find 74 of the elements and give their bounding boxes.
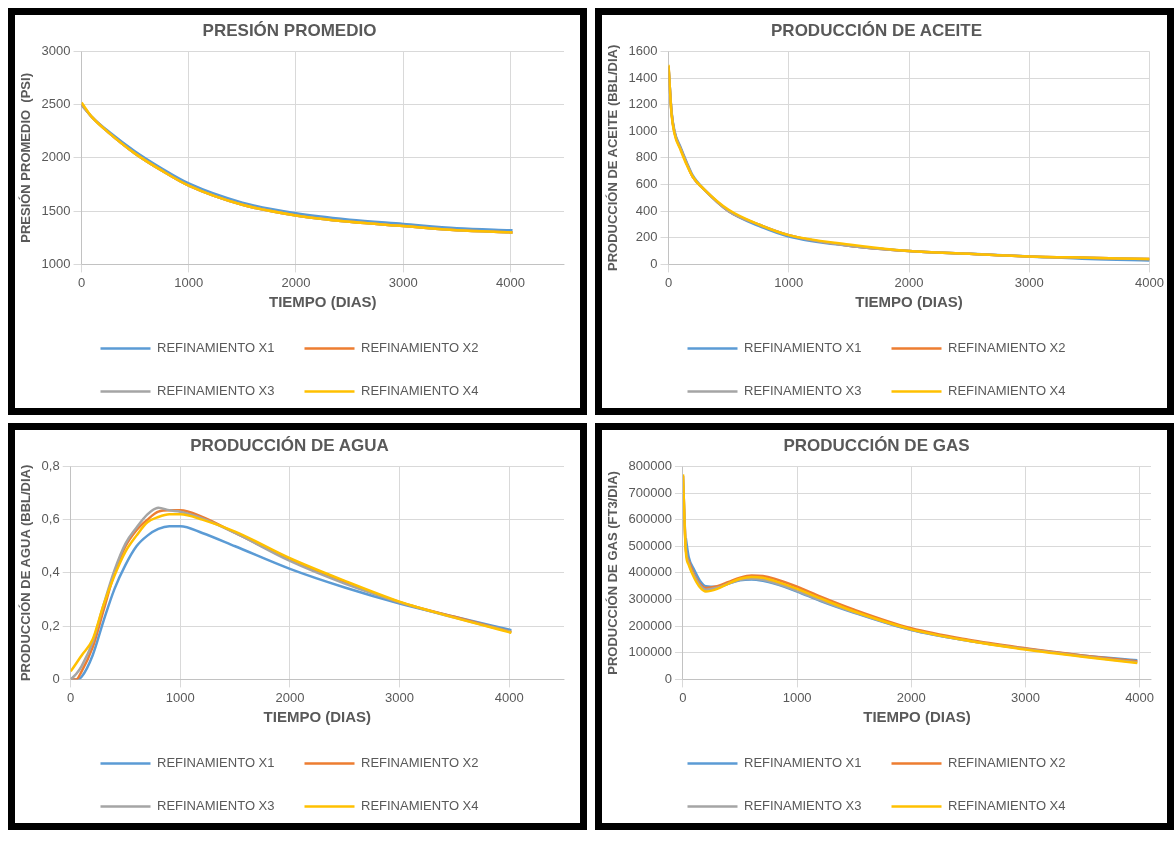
y-tick-label: 3000: [41, 42, 71, 58]
legend-label: REFINAMIENTO X2: [361, 340, 479, 356]
y-tick-label: 500000: [628, 537, 672, 553]
x-tick-label: 3000: [1014, 274, 1044, 290]
y-tick-label: 600000: [628, 511, 672, 527]
x-tick-label: 3000: [388, 274, 418, 290]
chart-title: PRODUCCIÓN DE GAS: [783, 435, 970, 455]
y-tick-label: 200: [635, 229, 658, 245]
x-tick-label: 1000: [174, 274, 204, 290]
y-tick-label: 800000: [628, 457, 672, 473]
y-tick-label: 0: [52, 670, 60, 686]
y-tick-label: 200000: [628, 617, 672, 633]
y-tick-label: 2000: [41, 149, 71, 165]
y-tick-label: 300000: [628, 591, 672, 607]
legend-label: REFINAMIENTO X3: [744, 383, 862, 399]
x-axis-title: TIEMPO (DIAS): [263, 708, 372, 726]
y-tick-label: 1600: [628, 42, 658, 58]
y-tick-label: 0,2: [41, 617, 60, 633]
legend-label: REFINAMIENTO X4: [361, 383, 479, 399]
y-tick-label: 0,4: [41, 564, 60, 580]
y-tick-label: 1400: [628, 69, 658, 85]
chart-title: PRODUCCIÓN DE ACEITE: [771, 20, 982, 40]
legend-label: REFINAMIENTO X1: [744, 340, 862, 356]
legend-label: REFINAMIENTO X3: [744, 798, 862, 814]
y-tick-label: 400000: [628, 564, 672, 580]
x-axis-title: TIEMPO (DIAS): [863, 708, 971, 726]
y-axis-title: PRODUCCIÓN DE AGUA (BBL/DIA): [18, 464, 34, 682]
y-tick-label: 0,8: [41, 457, 60, 473]
x-tick-label: 2000: [281, 274, 311, 290]
x-tick-label: 0: [77, 274, 86, 290]
y-tick-label: 100000: [628, 644, 672, 660]
y-axis-title: PRESIÓN PROMEDIO (PSI): [18, 73, 34, 243]
x-axis-title: TIEMPO (DIAS): [855, 293, 963, 311]
legend-label: REFINAMIENTO X1: [744, 755, 862, 771]
legend-label: REFINAMIENTO X4: [948, 383, 1066, 399]
x-tick-label: 2000: [275, 689, 305, 705]
legend-label: REFINAMIENTO X2: [948, 340, 1066, 356]
y-tick-label: 1000: [628, 122, 658, 138]
x-tick-label: 1000: [782, 689, 812, 705]
x-tick-label: 4000: [1135, 274, 1164, 290]
x-tick-label: 0: [679, 689, 687, 705]
y-tick-label: 0: [650, 255, 658, 271]
x-tick-label: 4000: [494, 689, 524, 705]
x-tick-label: 1000: [165, 689, 195, 705]
legend-label: REFINAMIENTO X2: [361, 755, 479, 771]
y-tick-label: 800: [635, 149, 658, 165]
x-tick-label: 4000: [495, 274, 525, 290]
legend-label: REFINAMIENTO X4: [361, 798, 479, 814]
x-axis-title: TIEMPO (DIAS): [269, 293, 377, 311]
y-tick-label: 2500: [41, 96, 71, 112]
legend-label: REFINAMIENTO X1: [157, 755, 275, 771]
x-tick-label: 2000: [896, 689, 926, 705]
legend-label: REFINAMIENTO X3: [157, 383, 275, 399]
x-tick-label: 2000: [894, 274, 924, 290]
x-tick-label: 4000: [1125, 689, 1155, 705]
y-tick-label: 1000: [41, 255, 71, 271]
y-tick-label: 400: [635, 202, 658, 218]
legend-label: REFINAMIENTO X3: [157, 798, 275, 814]
x-tick-label: 1000: [774, 274, 804, 290]
y-axis-title: PRODUCCIÓN DE GAS (FT3/DIA): [605, 471, 621, 675]
chart-title: PRESIÓN PROMEDIO: [202, 20, 377, 40]
y-tick-label: 600: [635, 176, 658, 192]
chart-title: PRODUCCIÓN DE AGUA: [190, 435, 389, 455]
y-tick-label: 0: [664, 670, 672, 686]
x-tick-label: 3000: [385, 689, 415, 705]
x-tick-label: 3000: [1010, 689, 1040, 705]
legend-label: REFINAMIENTO X4: [948, 798, 1066, 814]
legend-label: REFINAMIENTO X1: [157, 340, 275, 356]
y-tick-label: 0,6: [41, 511, 60, 527]
y-tick-label: 1500: [41, 202, 71, 218]
y-tick-label: 700000: [628, 484, 672, 500]
legend-label: REFINAMIENTO X2: [948, 755, 1066, 771]
y-tick-label: 1200: [628, 96, 658, 112]
y-axis-title: PRODUCCIÓN DE ACEITE (BBL/DIA): [605, 44, 621, 272]
